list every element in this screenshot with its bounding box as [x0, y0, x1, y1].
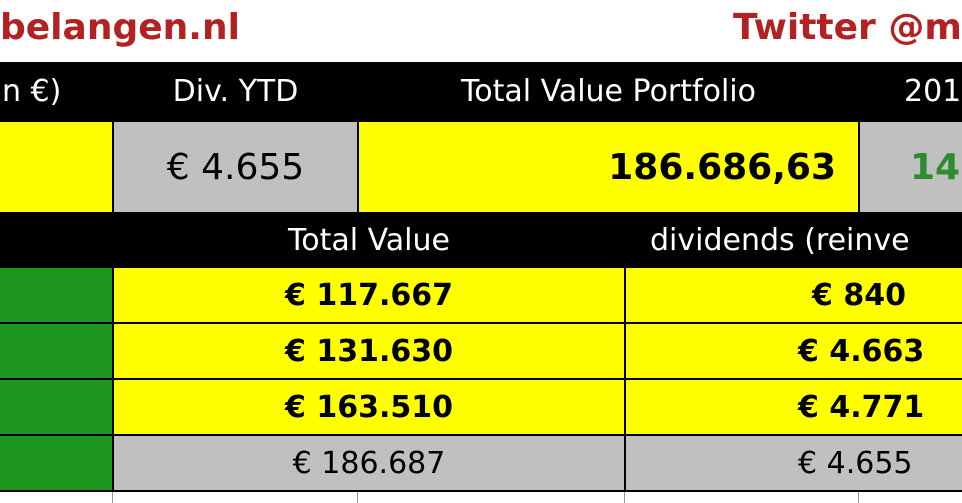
- grid-line: [858, 62, 860, 212]
- grid-line: [0, 378, 962, 380]
- row-status-cell: [0, 268, 112, 322]
- table-row-total-value: € 117.667: [114, 268, 624, 322]
- grid-line: [624, 492, 625, 503]
- grid-line: [0, 490, 962, 492]
- summary-header-year: 201: [860, 62, 962, 120]
- summary-value-cell-left: [0, 122, 112, 212]
- table-row-dividends: € 840: [626, 268, 962, 322]
- grid-line: [858, 492, 859, 503]
- summary-header-div-ytd: Div. YTD: [114, 62, 357, 120]
- row-status-cell: [0, 380, 112, 434]
- table-row-dividends: € 4.655: [626, 436, 962, 490]
- grid-line: [112, 492, 113, 503]
- table-row-total-value: € 186.687: [114, 436, 624, 490]
- row-status-cell: [0, 436, 112, 490]
- table-header-total-value: Total Value: [114, 214, 624, 266]
- grid-line: [0, 266, 962, 268]
- grid-line: [357, 62, 359, 212]
- table-row-total-value: € 163.510: [114, 380, 624, 434]
- site-name: belangen.nl: [0, 7, 240, 48]
- year-return-value: 14,: [860, 122, 962, 212]
- div-ytd-value: € 4.655: [114, 122, 357, 212]
- table-row-dividends: € 4.663: [626, 324, 962, 378]
- table-header-blank: [0, 214, 112, 266]
- grid-line: [0, 322, 962, 324]
- table-row-dividends: € 4.771: [626, 380, 962, 434]
- table-header-dividends: dividends (reinve: [626, 214, 962, 266]
- twitter-handle: Twitter @m: [733, 7, 962, 48]
- summary-header-total-value-portfolio: Total Value Portfolio: [359, 62, 858, 120]
- row-status-cell: [0, 324, 112, 378]
- total-value-portfolio-value: 186.686,63: [359, 122, 858, 212]
- summary-header-value-in-euro: n €): [0, 62, 112, 120]
- grid-line: [357, 492, 358, 503]
- grid-line: [0, 212, 962, 214]
- grid-line: [0, 120, 962, 122]
- grid-line: [112, 62, 114, 492]
- grid-line: [624, 214, 626, 492]
- table-row-total-value: € 131.630: [114, 324, 624, 378]
- grid-line: [0, 434, 962, 436]
